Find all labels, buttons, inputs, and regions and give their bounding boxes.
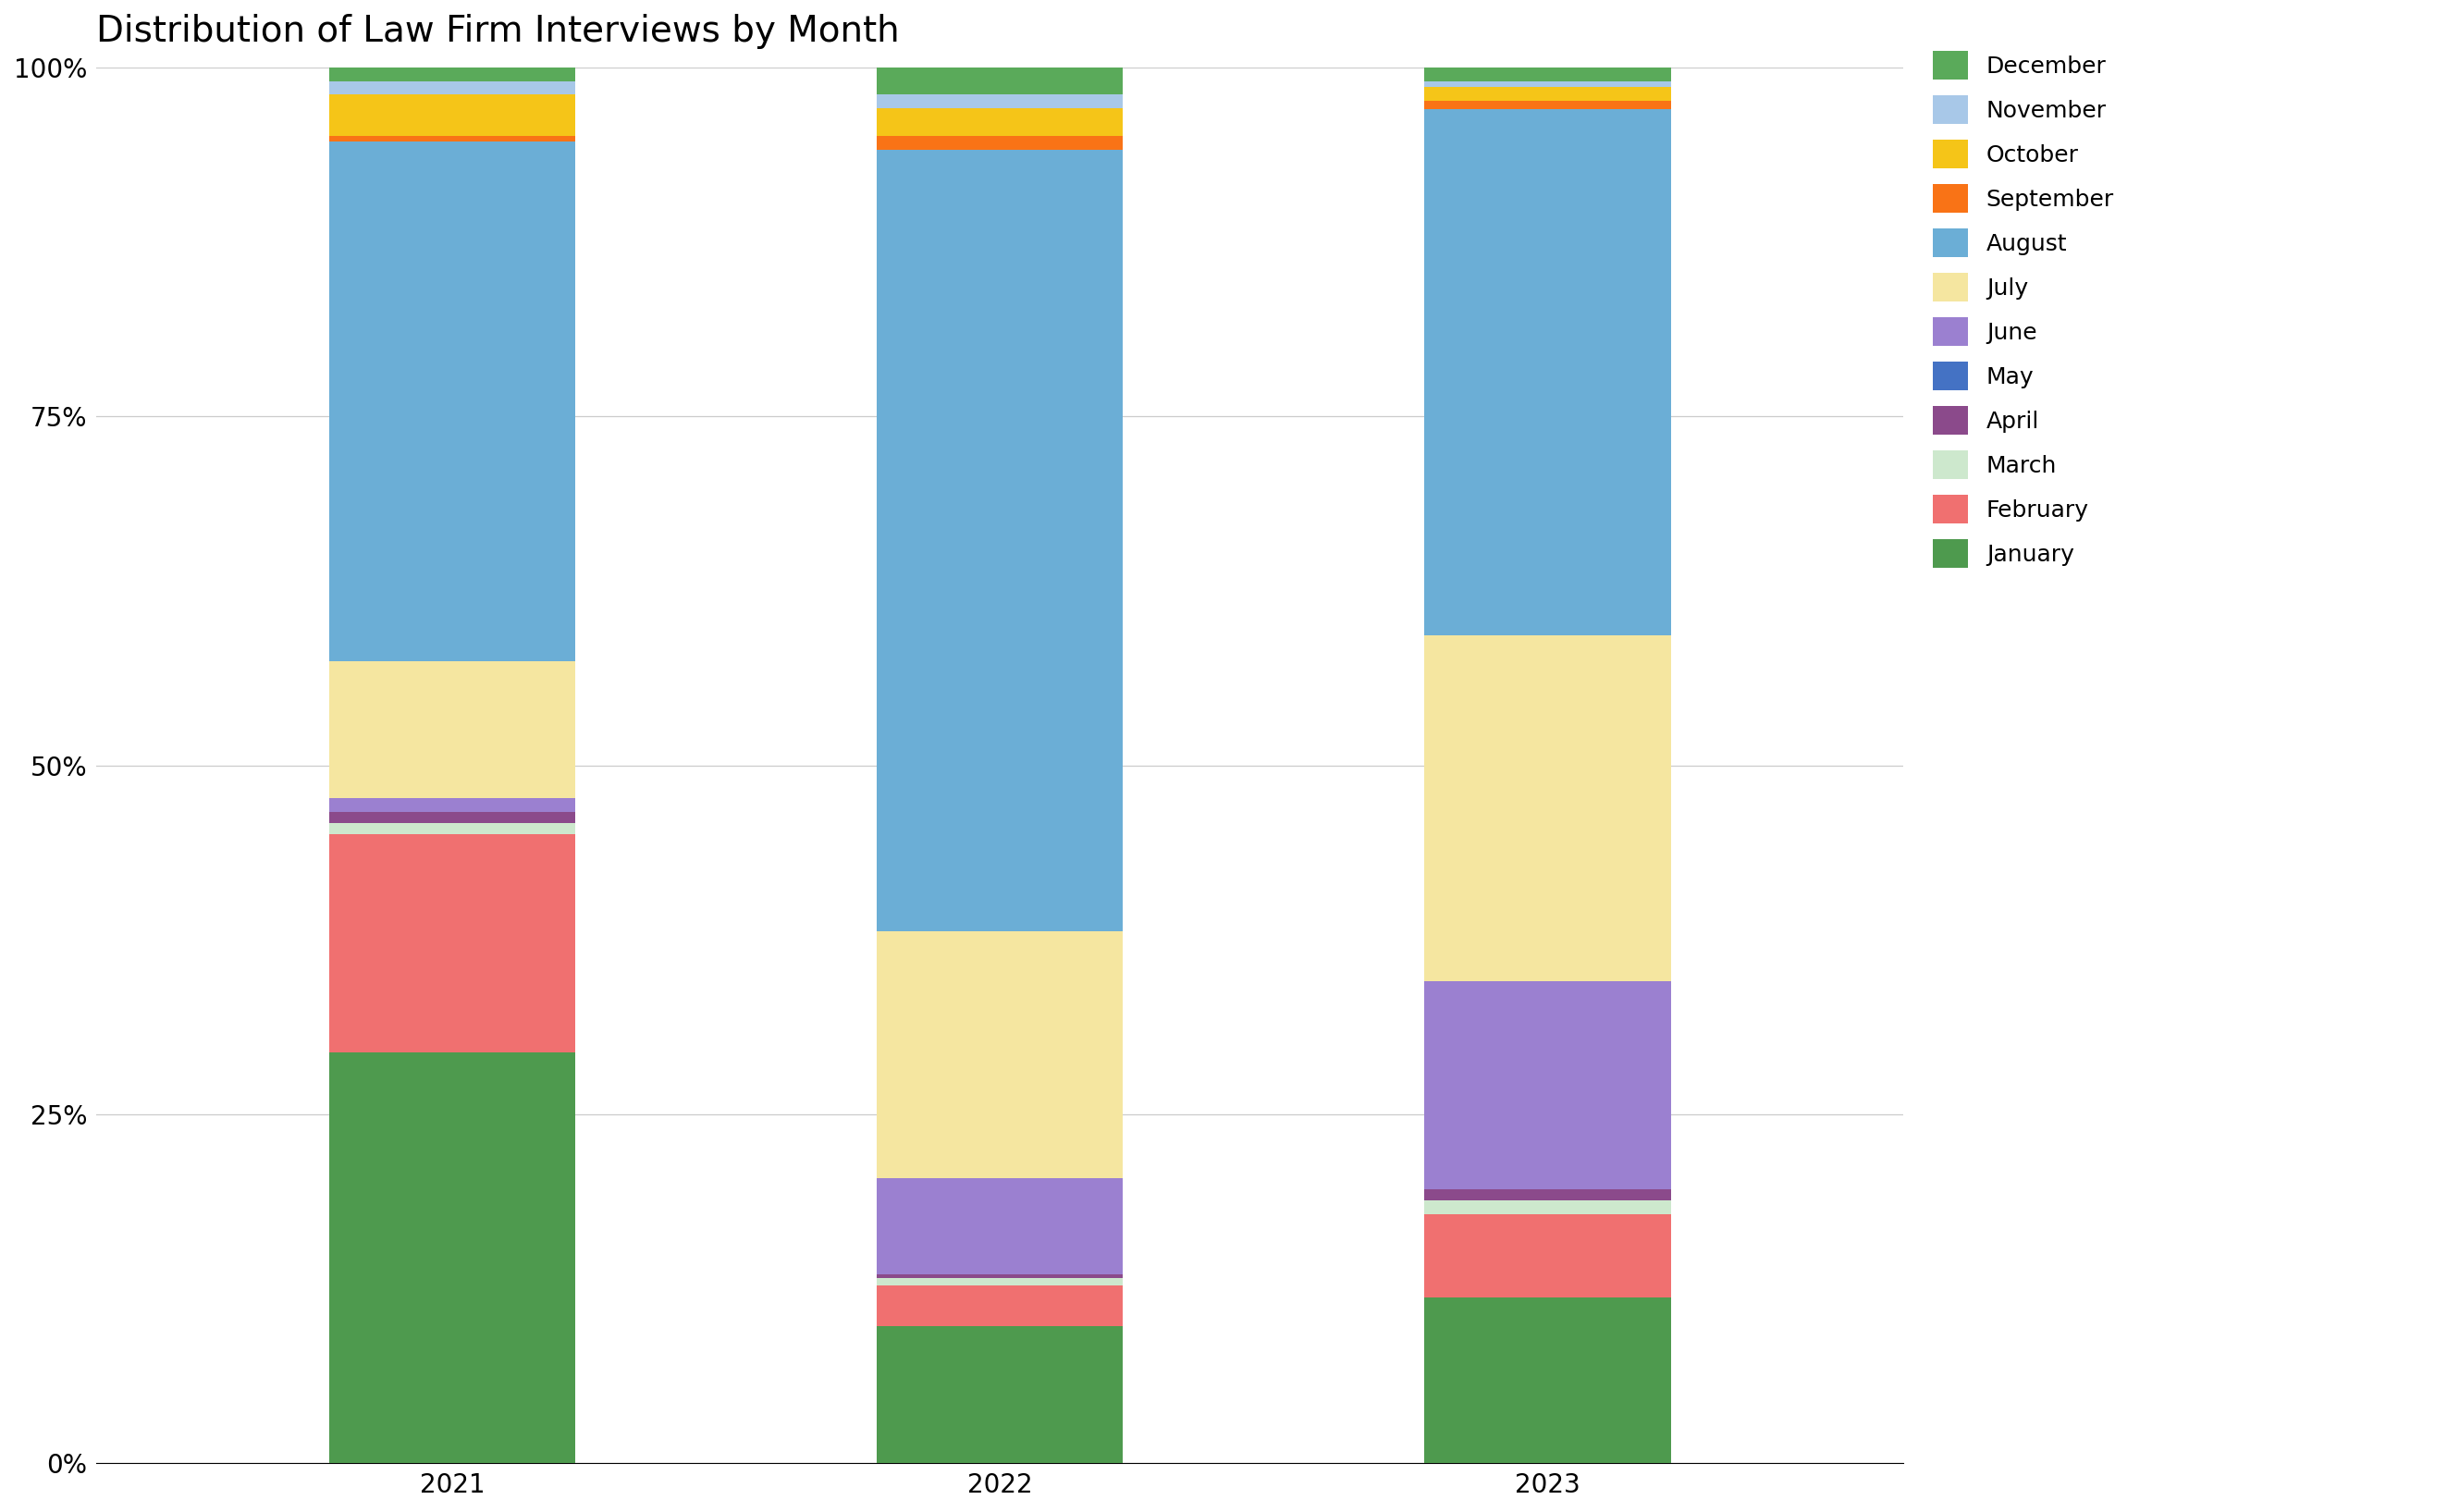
- Bar: [876, 68, 1123, 95]
- Bar: [876, 95, 1123, 109]
- Bar: [1424, 1188, 1671, 1201]
- Bar: [876, 150, 1123, 931]
- Bar: [876, 109, 1123, 136]
- Bar: [1424, 1201, 1671, 1214]
- Bar: [328, 141, 575, 661]
- Bar: [328, 812, 575, 823]
- Bar: [876, 1326, 1123, 1464]
- Bar: [328, 1052, 575, 1464]
- Bar: [876, 1278, 1123, 1285]
- Bar: [1424, 82, 1671, 86]
- Bar: [876, 136, 1123, 150]
- Bar: [1424, 1297, 1671, 1464]
- Bar: [876, 1178, 1123, 1275]
- Bar: [1424, 981, 1671, 1188]
- Bar: [328, 823, 575, 833]
- Bar: [876, 1275, 1123, 1278]
- Bar: [1424, 68, 1671, 82]
- Bar: [1424, 1214, 1671, 1297]
- Bar: [328, 82, 575, 95]
- Bar: [876, 931, 1123, 1178]
- Text: Distribution of Law Firm Interviews by Month: Distribution of Law Firm Interviews by M…: [95, 14, 900, 48]
- Bar: [328, 798, 575, 812]
- Bar: [328, 95, 575, 136]
- Bar: [328, 68, 575, 82]
- Bar: [1424, 109, 1671, 635]
- Bar: [328, 661, 575, 798]
- Bar: [328, 136, 575, 141]
- Bar: [876, 1285, 1123, 1326]
- Legend: December, November, October, September, August, July, June, May, April, March, F: December, November, October, September, …: [1933, 51, 2114, 567]
- Bar: [1424, 635, 1671, 981]
- Bar: [1424, 86, 1671, 100]
- Bar: [1424, 100, 1671, 109]
- Bar: [328, 833, 575, 1052]
